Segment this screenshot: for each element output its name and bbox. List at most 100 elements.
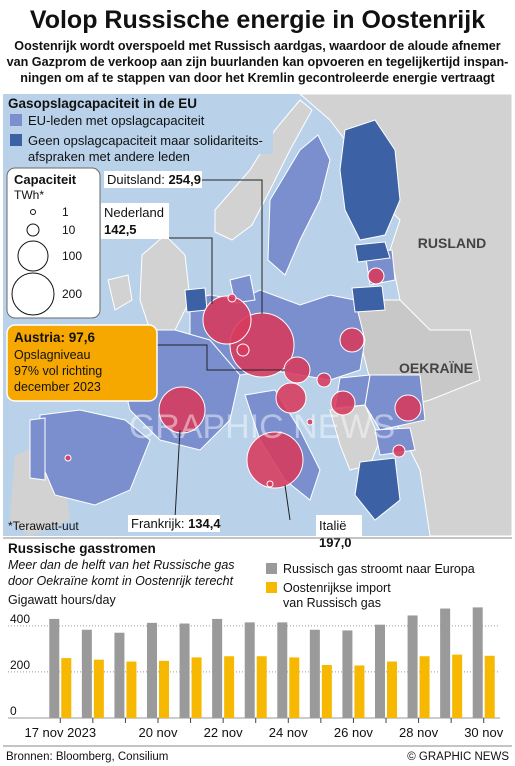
bubble-latvia: [367, 267, 385, 285]
bar-austria-import: [387, 661, 397, 718]
callout-germany: Duitsland: 254,9: [104, 171, 202, 188]
bubble-portugal: [64, 454, 72, 462]
subtitle-line-2: van Gazprom de verkoop aan zijn buurland…: [6, 55, 509, 69]
capacity-legend-unit: TWh*: [14, 188, 44, 202]
leader-austria: [157, 344, 285, 371]
legend-swatch-storage: [10, 114, 22, 126]
map-legend-panel: [3, 94, 273, 154]
flows-legend-label-austria-1: Oostenrijkse import: [283, 581, 391, 595]
bar-europe-flow: [147, 622, 157, 718]
leader-netherlands: [166, 237, 213, 304]
gas-flow-chart: 0 200 400 17 nov 2023 20 nov 22 nov 24 nov 26 n…: [8, 607, 504, 740]
bubble-czechia: [316, 372, 332, 388]
bar-austria-import: [224, 656, 235, 718]
bar-austria-import: [126, 661, 137, 718]
austria-callout-line-1: Opslagniveau: [14, 348, 90, 362]
flows-description-2: door Oekraïne komt in Oostenrijk terecht: [8, 574, 234, 588]
callout-netherlands-bg: [101, 203, 169, 239]
x-tick-label: 30 nov: [464, 725, 504, 740]
bubble-france: [158, 386, 206, 434]
capacity-label-1: 1: [62, 205, 69, 219]
callout-netherlands-name: Nederland: [104, 205, 164, 220]
map-section-title: Gasopslagcapaciteit in de EU: [8, 96, 197, 111]
austria-callout-box: [6, 324, 158, 402]
bubble-belgium: [236, 343, 250, 357]
callout-italy-name: Italië: [319, 518, 346, 533]
bar-europe-flow: [212, 618, 223, 718]
legend-label-no-storage-2: afspraken met andere leden: [28, 149, 190, 164]
capacity-circle-10: [26, 223, 40, 237]
bar-austria-import: [452, 654, 463, 718]
bar-europe-flow: [375, 624, 385, 718]
finland-region: [339, 119, 401, 241]
legend-label-no-storage-1: Geen opslagcapaciteit maar solidariteits…: [28, 133, 263, 148]
callout-netherlands: Nederland 142,5: [101, 203, 169, 239]
bubble-bulgaria: [392, 444, 406, 458]
flows-legend-swatch-europe: [266, 563, 277, 574]
y-tick-label: 200: [10, 658, 30, 672]
leader-italy: [284, 484, 291, 521]
watermark: GRAPHIC NEWS: [129, 408, 395, 446]
bubble-poland: [339, 327, 365, 353]
bulgaria-region: [374, 427, 416, 456]
callout-germany-text: Duitsland: 254,9: [107, 172, 201, 187]
callout-italy: Italië 197,0: [316, 515, 362, 551]
capacity-legend: Capaciteit TWh* 1 10 100 200: [6, 167, 101, 319]
x-tick-label: 22 nov: [204, 725, 244, 740]
sweden-region: [267, 134, 331, 276]
austria-callout-line-3: december 2023: [14, 380, 101, 394]
y-tick-label: 400: [10, 612, 30, 626]
russia-label: RUSLAND: [418, 235, 486, 251]
bar-austria-import: [159, 660, 169, 718]
capacity-label-100: 100: [62, 249, 82, 263]
bar-austria-import: [61, 658, 72, 718]
bubble-denmark: [227, 293, 237, 303]
bar-austria-import: [289, 657, 300, 718]
capacity-legend-title: Capaciteit: [14, 172, 77, 187]
bubble-italy-south: [266, 480, 274, 488]
page-title: Volop Russische energie in Oostenrijk: [29, 6, 486, 34]
estonia-region: [354, 241, 391, 263]
x-tick-label: 17 nov 2023: [24, 725, 96, 740]
bar-europe-flow: [244, 622, 255, 718]
flows-legend-swatch-austria: [266, 582, 277, 593]
subtitle-line-1: Oostenrijk wordt overspoeld met Russisch…: [14, 39, 501, 53]
callout-france: Frankrijk: 134,4: [128, 515, 221, 532]
bar-europe-flow: [440, 608, 451, 718]
footer-credit: © GRAPHIC NEWS: [407, 751, 509, 763]
greece-region: [354, 457, 401, 521]
callout-italy-bg: [316, 515, 362, 551]
bar-europe-flow: [309, 629, 320, 718]
callout-netherlands-value: 142,5: [104, 222, 137, 237]
callout-italy-value: 197,0: [319, 535, 352, 550]
austria-callout-line-2: 97% vol richting: [14, 364, 102, 378]
bar-austria-import: [419, 656, 430, 718]
ireland-region: [107, 274, 133, 311]
portugal-region: [29, 417, 46, 481]
bar-austria-import: [321, 665, 332, 718]
bar-europe-flow: [81, 629, 92, 718]
bubble-romania: [394, 394, 422, 422]
bar-europe-flow: [114, 632, 125, 718]
flows-legend-label-europe: Russisch gas stroomt naar Europa: [283, 562, 475, 576]
austria-callout: Austria: 97,6 Opslagniveau 97% vol richt…: [6, 324, 158, 402]
flows-section-title: Russische gasstromen: [8, 541, 156, 556]
bubble-slovakia: [275, 382, 307, 414]
bar-europe-flow: [277, 622, 288, 718]
callout-germany-bg: [104, 171, 202, 188]
storage-bubbles: [64, 267, 422, 489]
flows-description-1: Meer dan de helft van het Russische gas: [8, 558, 235, 572]
footnote: *Terawatt-uut: [8, 519, 79, 533]
bar-europe-flow: [49, 618, 60, 718]
capacity-circle-200: [11, 272, 55, 316]
bar-austria-import: [256, 656, 267, 718]
page-subtitle: Oostenrijk wordt overspoeld met Russisch…: [6, 38, 509, 86]
callout-france-bg: [128, 515, 220, 532]
x-tick-label: 20 nov: [138, 725, 178, 740]
capacity-label-200: 200: [62, 287, 82, 301]
bar-europe-flow: [472, 607, 483, 718]
footer-sources: Bronnen: Bloomberg, Consilium: [6, 751, 168, 763]
bar-austria-import: [484, 655, 495, 718]
subtitle-line-3: ningen om af te stappen van door het Kre…: [20, 71, 495, 85]
